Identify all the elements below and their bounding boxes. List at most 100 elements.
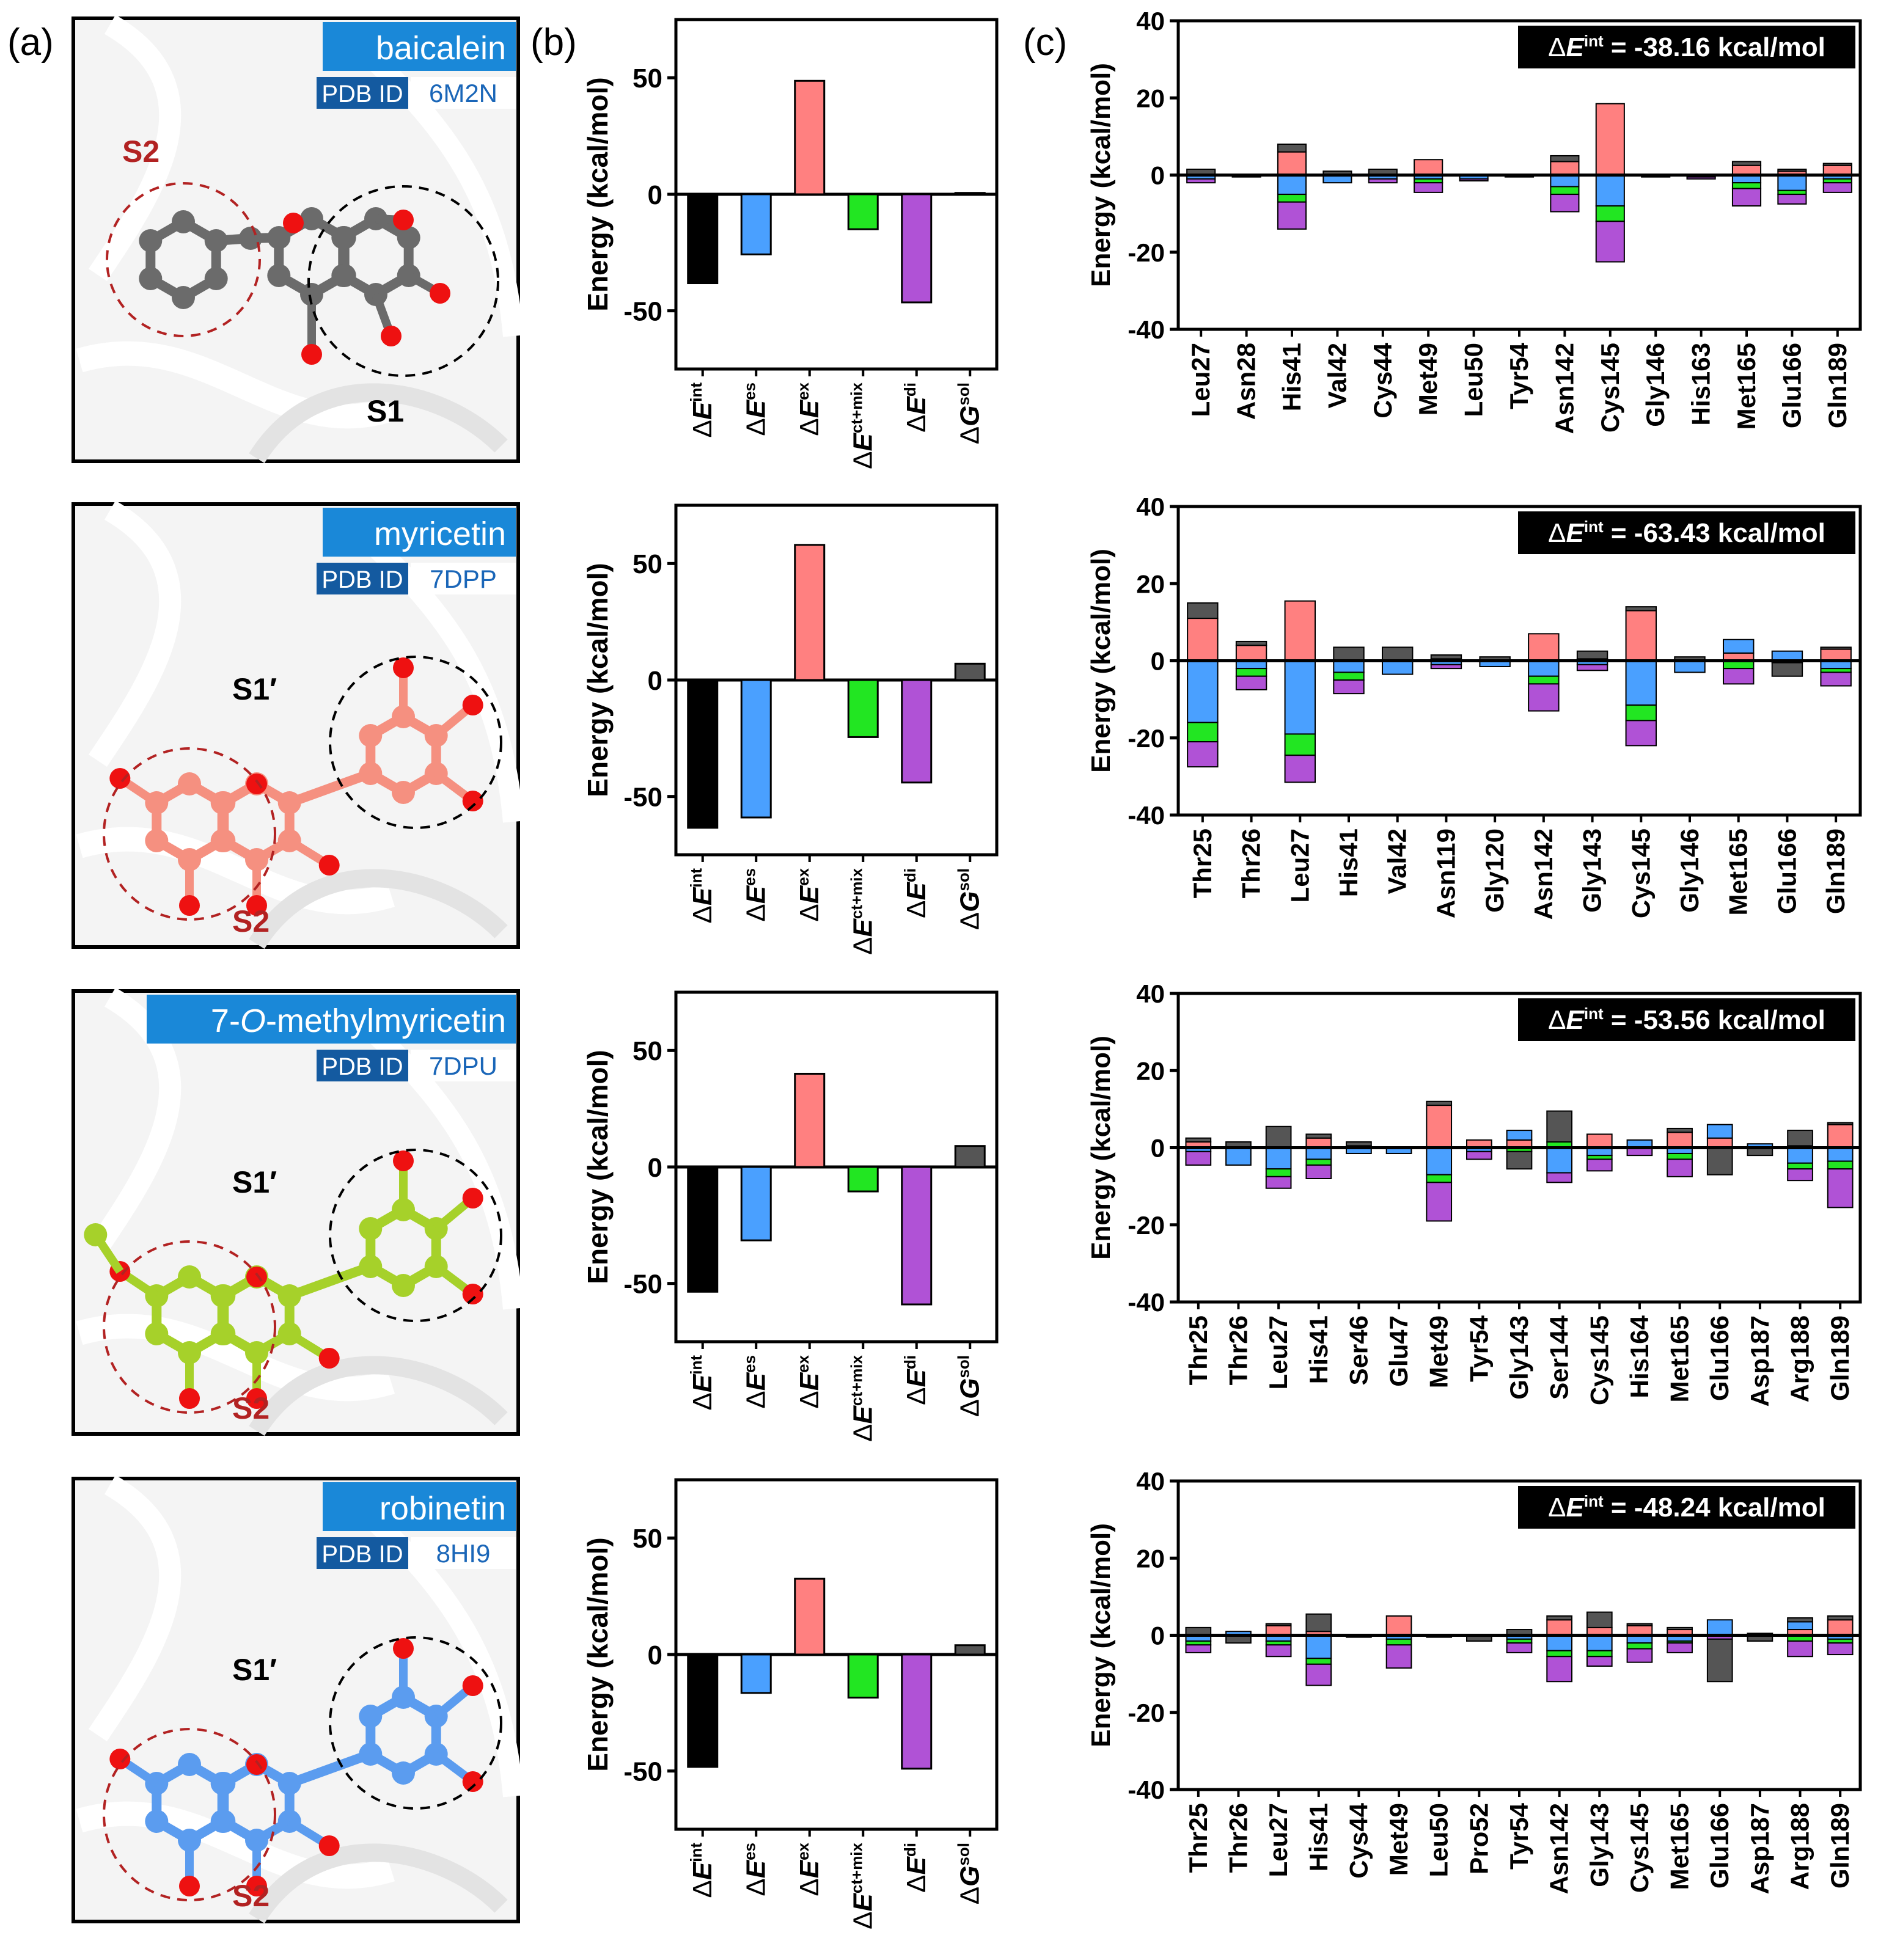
pocket-circle xyxy=(329,1636,502,1810)
protein-ribbon xyxy=(249,869,508,949)
x-tick-label: ΔEct+mix xyxy=(847,868,878,954)
interaction-energy-badge xyxy=(1518,1486,1855,1529)
residue-bar-segment xyxy=(1426,1147,1453,1176)
x-tick-label: His41 xyxy=(1304,1315,1333,1384)
y-axis-label: Energy (kcal/mol) xyxy=(582,77,614,311)
x-tick-label: Gly143 xyxy=(1578,828,1607,913)
residue-bar-segment xyxy=(1827,1615,1854,1621)
residue-chart: 40 20 0 -20 -40 Energy (kcal/mol) Thr25 Thr26 Le… xyxy=(1086,1467,1862,1894)
energy-bar xyxy=(687,193,719,285)
residue-bar-segment xyxy=(1284,600,1316,662)
residue-bar-segment xyxy=(1430,664,1462,670)
oxygen-atom xyxy=(381,326,402,346)
y-tick-label: 20 xyxy=(1136,569,1165,598)
pdb-id-box xyxy=(411,77,516,109)
ligand-name-label: baicalein xyxy=(323,22,516,71)
x-tick-label: Gln189 xyxy=(1823,343,1852,428)
interaction-energy-label: ΔEint = -63.43 kcal/mol xyxy=(1548,517,1825,548)
residue-bar-segment xyxy=(1667,1127,1693,1133)
protein-ribbon xyxy=(76,1314,395,1402)
carbon-atom xyxy=(178,1753,201,1776)
pdb-id: 7DPP xyxy=(430,565,497,593)
energy-bar xyxy=(954,1644,986,1656)
residue-bar-segment xyxy=(1284,733,1316,756)
carbon-atom xyxy=(204,267,228,290)
residue-bar-segment xyxy=(1305,1164,1332,1179)
residue-bar-segment xyxy=(1277,174,1307,196)
residue-bar-segment xyxy=(1426,1182,1453,1222)
residue-bar-segment xyxy=(1277,194,1307,203)
ligand-molecule xyxy=(84,1150,483,1409)
oxygen-atom xyxy=(246,1876,267,1896)
residue-bar-segment xyxy=(1706,1619,1733,1636)
residue-bar-segment xyxy=(1550,174,1580,188)
energy-bar xyxy=(901,193,933,304)
residue-bar-segment xyxy=(1820,671,1852,687)
x-tick-label: Glu166 xyxy=(1705,1803,1734,1889)
x-tick-label: ΔEdi xyxy=(901,1355,931,1405)
residue-bar-segment xyxy=(1586,1158,1613,1172)
bond xyxy=(284,769,376,808)
residue-bar-segment xyxy=(1674,660,1706,673)
residue-bar-segment xyxy=(1731,161,1762,166)
x-tick-label: Thr25 xyxy=(1188,828,1217,898)
x-tick-label: Val42 xyxy=(1383,828,1412,894)
pdb-label-box xyxy=(317,1537,408,1569)
residue-bar-segment xyxy=(1625,720,1657,747)
x-tick-label: Gln189 xyxy=(1825,1803,1854,1889)
residue-bar-segment xyxy=(1528,633,1560,662)
y-tick-label: -20 xyxy=(1128,1699,1165,1727)
residue-bar-segment xyxy=(1586,1650,1613,1658)
carbon-atom xyxy=(300,207,323,230)
x-tick-label: Cys145 xyxy=(1585,1315,1613,1405)
residue-bar-segment xyxy=(1667,1642,1693,1653)
x-tick-label: Asn142 xyxy=(1550,343,1579,434)
residue-bar-segment xyxy=(1550,155,1580,163)
oxygen-atom xyxy=(179,895,200,916)
residue-bar-segment xyxy=(1777,194,1807,205)
residue-bar-segment xyxy=(1185,1150,1212,1166)
x-tick-label: Cys44 xyxy=(1368,342,1397,418)
interaction-energy-badge xyxy=(1518,998,1855,1041)
oxygen-atom xyxy=(462,695,483,715)
panel-b-charts: 50 0 -50 Energy (kcal/mol) ΔEint ΔEes ΔEex ΔEct… xyxy=(582,18,999,1929)
carbon-atom xyxy=(178,772,201,795)
residue-bar-segment xyxy=(1546,1172,1572,1183)
residue-bar-segment xyxy=(1686,176,1716,180)
energy-bar xyxy=(847,679,879,738)
oxygen-atom xyxy=(462,1284,483,1304)
residue-bar-segment xyxy=(1506,1642,1533,1653)
x-tick-label: His41 xyxy=(1277,343,1306,411)
x-tick-label: Met165 xyxy=(1665,1803,1694,1890)
residue-bar-segment xyxy=(1625,606,1657,612)
residue-bar-segment xyxy=(1187,722,1219,743)
x-tick-label: Met165 xyxy=(1665,1315,1694,1402)
residue-bar-segment xyxy=(1414,182,1443,193)
residue-bar-segment xyxy=(1576,650,1608,660)
oxygen-atom xyxy=(301,344,322,365)
pocket-circle xyxy=(307,185,499,377)
residue-bar-segment xyxy=(1414,159,1443,176)
energy-bar xyxy=(740,1166,772,1241)
x-tick-label: Leu50 xyxy=(1425,1803,1453,1877)
x-tick-label: Leu50 xyxy=(1459,343,1488,417)
residue-bar-segment xyxy=(1426,1174,1453,1183)
energy-bar xyxy=(954,662,986,681)
residue-bar-segment xyxy=(1333,679,1365,695)
y-tick-label: -50 xyxy=(623,1270,662,1300)
residue-bar-segment xyxy=(1459,178,1489,181)
carbon-atom xyxy=(84,1223,108,1246)
ligand-panel: myricetin PDB ID 7DPP S1′ S2 xyxy=(72,500,524,949)
residue-bar-segment xyxy=(1546,1110,1572,1143)
carbon-atom xyxy=(212,829,236,852)
residue-bar-segment xyxy=(1827,1124,1854,1149)
x-tick-label: Gly120 xyxy=(1480,828,1509,913)
x-tick-label: Asn28 xyxy=(1232,343,1261,420)
residue-bar-segment xyxy=(1185,1644,1212,1653)
oxygen-atom xyxy=(246,1267,267,1287)
y-tick-label: 40 xyxy=(1136,492,1165,521)
x-tick-label: Ser144 xyxy=(1545,1315,1574,1399)
x-tick-label: Cys145 xyxy=(1596,343,1624,433)
residue-bar-segment xyxy=(1667,1132,1693,1149)
oxygen-atom xyxy=(393,657,414,678)
